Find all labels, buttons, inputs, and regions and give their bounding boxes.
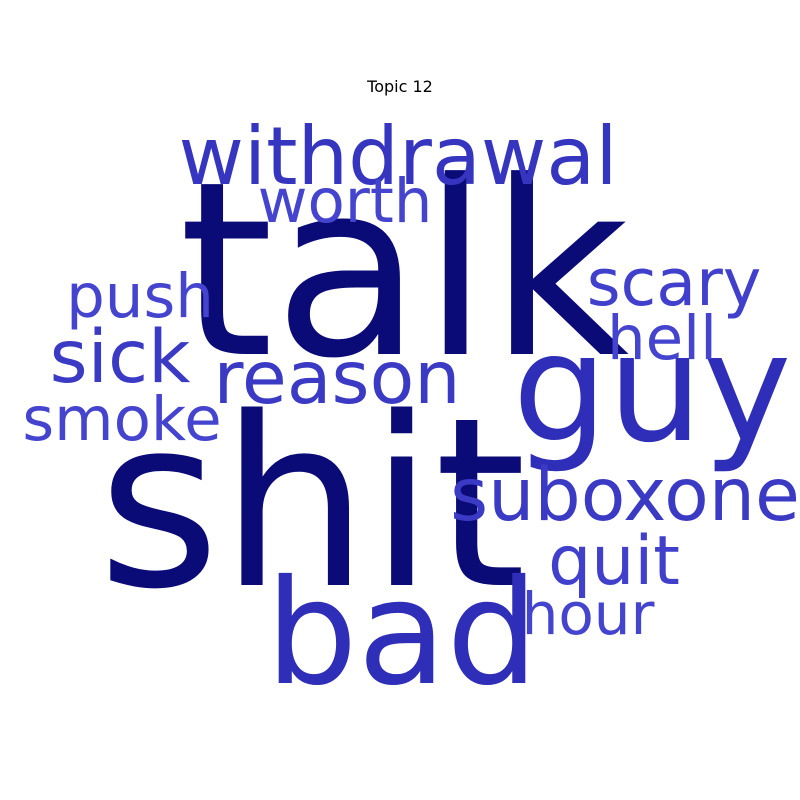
- word-talk: talk: [179, 130, 630, 412]
- word-worth: worth: [258, 166, 433, 237]
- word-reason: reason: [213, 336, 460, 421]
- word-withdrawal: withdrawal: [178, 110, 617, 203]
- word-bad: bad: [266, 549, 539, 718]
- word-hour: hour: [522, 580, 655, 648]
- chart-title: Topic 12: [366, 77, 433, 96]
- word-sick: sick: [50, 315, 191, 400]
- word-suboxone: suboxone: [450, 453, 800, 538]
- word-shit: shit: [98, 368, 527, 641]
- word-hell: hell: [607, 303, 717, 374]
- word-scary: scary: [587, 246, 762, 321]
- word-smoke: smoke: [22, 384, 221, 455]
- word-push: push: [66, 261, 214, 332]
- word-quit: quit: [548, 522, 680, 601]
- word-guy: guy: [512, 302, 791, 476]
